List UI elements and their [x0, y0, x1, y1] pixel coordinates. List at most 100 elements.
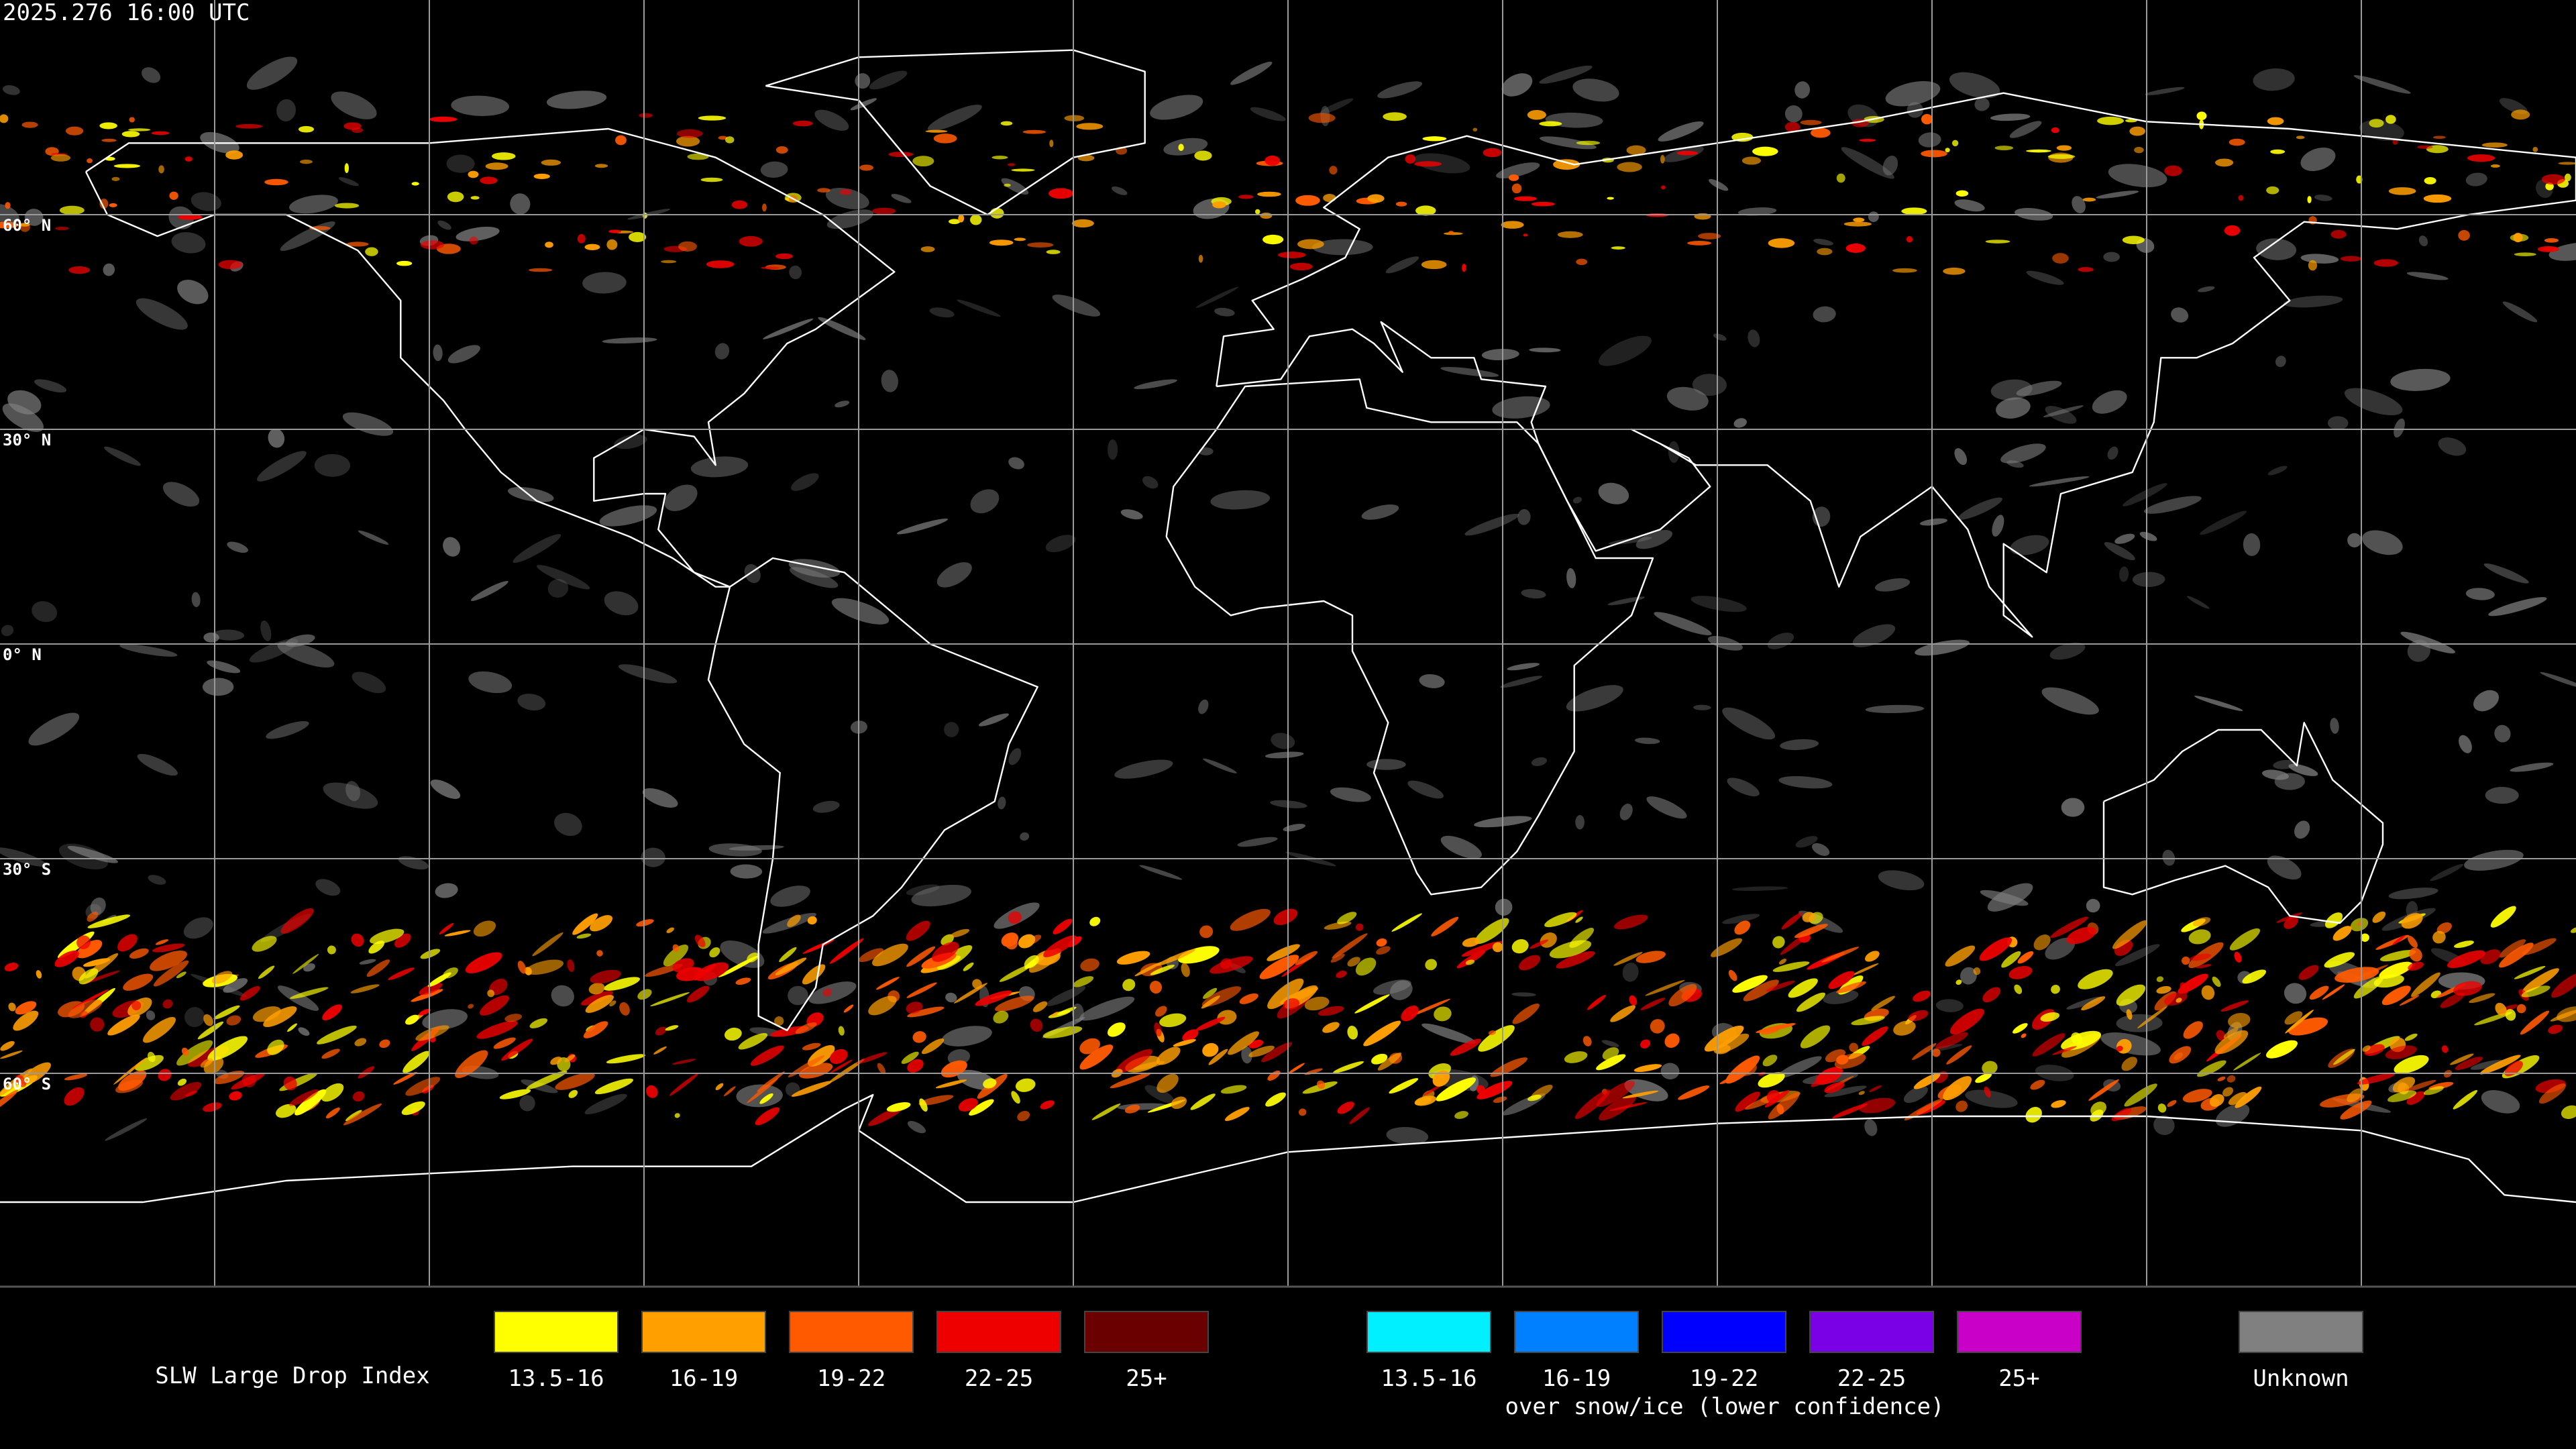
drop-patch [2169, 1046, 2192, 1064]
drop-patch [1072, 976, 1094, 987]
drop-patch [2357, 1073, 2395, 1085]
drop-patch [698, 115, 727, 121]
drop-patch [2404, 1079, 2436, 1092]
cloud-patch [1813, 238, 1833, 246]
cloud-patch [1265, 751, 1304, 759]
drop-patch [1238, 195, 1254, 199]
cloud-patch [2407, 639, 2431, 662]
drop-patch [1828, 971, 1855, 989]
cloud-patch [1780, 739, 1819, 751]
drop-patch [1772, 961, 1810, 972]
drop-patch [872, 943, 908, 967]
drop-patch [572, 913, 598, 935]
drop-patch [1796, 992, 1825, 1012]
drop-patch [2182, 1089, 2212, 1103]
drop-patch [791, 1081, 832, 1097]
drop-patch [1376, 946, 1391, 955]
cloud-patch [945, 992, 957, 1003]
drop-patch [2266, 186, 2279, 195]
drop-patch [1576, 258, 1588, 266]
drop-patch [567, 959, 575, 972]
drop-patch [21, 121, 38, 128]
cloud-patch [2016, 380, 2062, 396]
drop-patch [822, 988, 833, 997]
drop-patch [101, 138, 117, 142]
drop-patch [1794, 924, 1828, 938]
cloud-patch [2473, 690, 2500, 712]
cloud-patch [1407, 780, 1444, 799]
drop-patch [1349, 1107, 1370, 1124]
cloud-patch [422, 1009, 468, 1030]
drop-patch [1355, 957, 1377, 976]
drop-patch [2324, 952, 2355, 968]
drop-patch [993, 1010, 1009, 1024]
drop-patch [2008, 965, 2033, 979]
drop-patch [1955, 190, 1969, 197]
coastline [1216, 92, 2576, 638]
drop-patch [2051, 1099, 2066, 1108]
drop-patch [1973, 967, 1981, 975]
drop-patch [1432, 1070, 1450, 1087]
drop-patch [1824, 1082, 1845, 1093]
drop-patch [2480, 949, 2501, 965]
cloud-patch [1120, 509, 1143, 520]
drop-patch [393, 1071, 417, 1085]
legend-swatch [936, 1311, 1061, 1353]
drop-patch [669, 1073, 699, 1096]
drop-patch [787, 914, 801, 927]
drop-patch [774, 1016, 784, 1026]
cloud-patch [162, 482, 200, 507]
cloud-patch [2092, 390, 2127, 414]
drop-patch [1297, 239, 1324, 250]
cloud-patch [2464, 849, 2524, 871]
cloud-patch [256, 451, 307, 482]
drop-patch [1212, 201, 1226, 209]
cloud-patch [2406, 272, 2449, 280]
cloud-patch [191, 592, 201, 607]
drop-patch [858, 948, 884, 963]
drop-patch [203, 1102, 222, 1112]
cloud-patch [927, 105, 982, 131]
drop-patch [802, 964, 826, 985]
drop-patch [2088, 1079, 2119, 1101]
drop-patch [564, 1054, 576, 1063]
drop-patch [925, 129, 948, 133]
drop-patch [694, 934, 706, 948]
drop-patch [886, 1102, 911, 1112]
drop-patch [1001, 932, 1019, 947]
drop-patch [2347, 1088, 2363, 1103]
drop-patch [525, 959, 564, 975]
drop-patch [468, 1004, 474, 1009]
drop-patch [590, 969, 621, 984]
cloud-patch [2049, 642, 2086, 660]
cloud-patch [455, 227, 500, 241]
drop-patch [1017, 1110, 1030, 1122]
cloud-patch [814, 109, 849, 131]
cloud-patch [2108, 164, 2167, 188]
drop-patch [580, 991, 614, 1006]
drop-patch [1979, 937, 2012, 961]
drop-patch [1198, 254, 1203, 263]
drop-patch [1043, 935, 1077, 958]
drop-patch [1477, 1081, 1513, 1099]
cloud-patch [146, 1010, 156, 1020]
drop-patch [1324, 921, 1352, 930]
drop-patch [1079, 1038, 1100, 1055]
drop-patch [1178, 144, 1184, 152]
drop-patch [678, 241, 697, 252]
drop-patch [1640, 1039, 1651, 1049]
drop-patch [15, 1001, 37, 1015]
drop-patch [606, 239, 618, 250]
cloud-patch [1949, 72, 2000, 99]
cloud-patch [2274, 773, 2305, 790]
drop-patch [1743, 979, 1779, 1002]
drop-patch [1845, 244, 1866, 253]
cloud-patch [352, 672, 386, 694]
drop-patch [2514, 965, 2546, 979]
drop-patch [1355, 923, 1364, 931]
drop-patch [491, 152, 516, 160]
drop-patch [1414, 1095, 1437, 1106]
cloud-patch [2187, 596, 2210, 609]
drop-patch [143, 1017, 176, 1043]
